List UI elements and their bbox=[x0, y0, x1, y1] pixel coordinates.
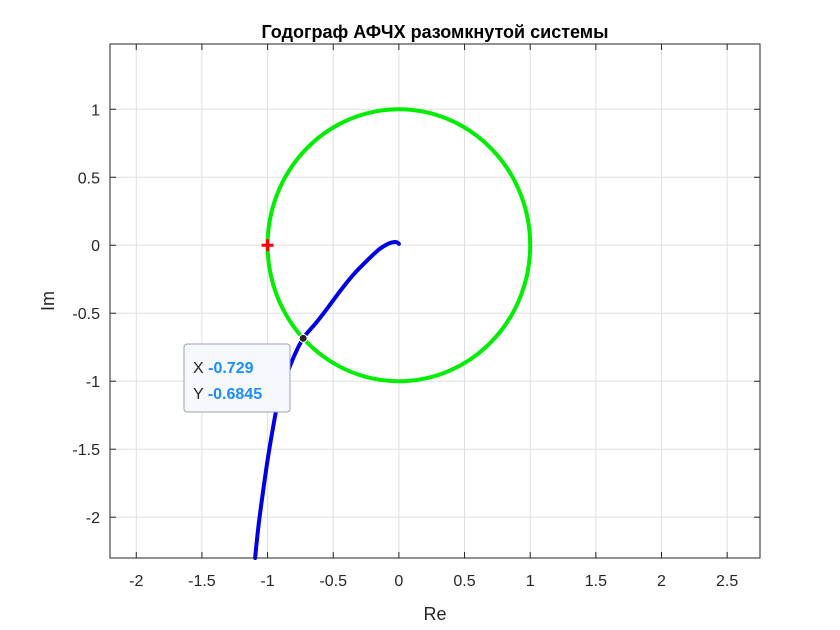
x-tick-label: -1 bbox=[260, 573, 274, 590]
datatip-point[interactable] bbox=[298, 333, 308, 343]
x-tick-label: 0.5 bbox=[453, 573, 475, 590]
x-tick-label: -1.5 bbox=[188, 573, 216, 590]
y-tick-label: -1 bbox=[86, 374, 100, 391]
y-axis-label: Im bbox=[38, 291, 58, 311]
x-tick-label: 1 bbox=[526, 573, 535, 590]
x-tick-label: 2.5 bbox=[716, 573, 738, 590]
datatip-box[interactable] bbox=[183, 343, 291, 413]
datatip-y-label: Y bbox=[193, 386, 208, 403]
x-axis-label: Re bbox=[423, 604, 446, 624]
marker-layer bbox=[261, 239, 274, 252]
x-tick-label: -0.5 bbox=[319, 573, 347, 590]
y-tick-label: 1 bbox=[91, 102, 100, 119]
datatip-y-row: Y -0.6845 bbox=[193, 386, 262, 403]
axes-background bbox=[110, 44, 760, 558]
datatip-x-value: -0.729 bbox=[208, 360, 253, 377]
datatip-x-label: X bbox=[193, 360, 208, 377]
axes-box bbox=[109, 43, 761, 559]
y-tick-label: -0.5 bbox=[72, 306, 100, 323]
nyquist-curve bbox=[253, 239, 401, 560]
chart-title: Годограф АФЧХ разомкнутой системы bbox=[262, 22, 609, 42]
y-tick-label: 0.5 bbox=[78, 170, 100, 187]
y-ticks: -2 -1.5 -1 -0.5 0 0.5 1 bbox=[72, 102, 760, 527]
x-tick-label: 1.5 bbox=[585, 573, 607, 590]
y-tick-label: 0 bbox=[91, 238, 100, 255]
x-tick-label: -2 bbox=[129, 573, 143, 590]
curve-layer bbox=[253, 239, 401, 560]
x-tick-label: 2 bbox=[657, 573, 666, 590]
datatip-x-row: X -0.729 bbox=[193, 360, 254, 377]
x-ticks: -2 -1.5 -1 -0.5 0 0.5 1 1.5 2 2.5 bbox=[129, 44, 738, 590]
x-tick-label: 0 bbox=[394, 573, 403, 590]
y-tick-label: -1.5 bbox=[72, 442, 100, 459]
datatip-y-value: -0.6845 bbox=[208, 386, 262, 403]
y-tick-label: -2 bbox=[86, 510, 100, 527]
